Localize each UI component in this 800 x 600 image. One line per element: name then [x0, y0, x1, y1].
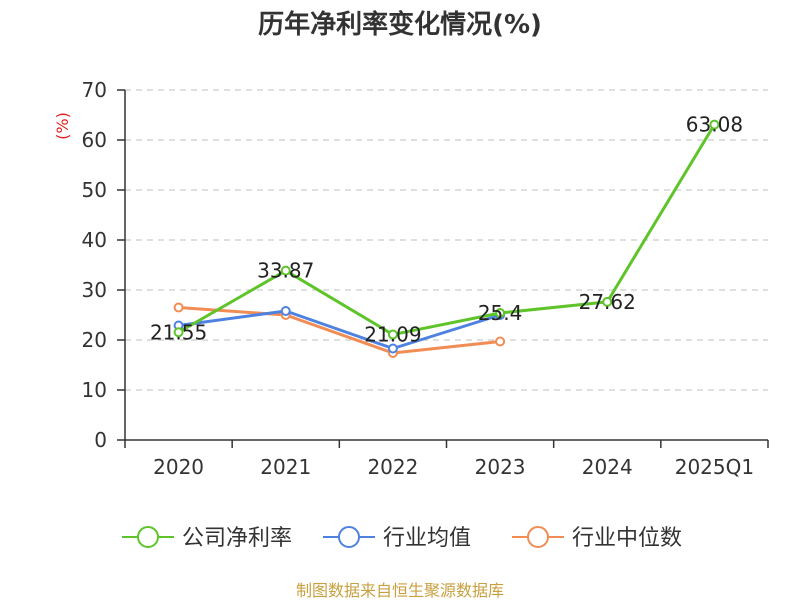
data-point [495, 336, 506, 347]
data-point [280, 265, 291, 276]
legend-label: 行业中位数 [572, 526, 682, 551]
data-point [495, 308, 506, 318]
chart-title: 历年净利率变化情况(%) [258, 9, 542, 40]
y-tick-label: 10 [82, 378, 107, 402]
y-tick-label: 30 [82, 278, 107, 302]
x-tick-label: 2024 [582, 455, 633, 479]
y-axis-label: (%) [53, 112, 72, 140]
data-point [387, 329, 398, 340]
gridlines [125, 89, 768, 391]
y-tick-label: 50 [82, 178, 107, 202]
data-label: 63.08 [686, 113, 743, 137]
legend-label: 公司净利率 [182, 526, 292, 551]
x-tick-label: 2023 [475, 455, 526, 479]
y-tick-label: 40 [82, 228, 107, 252]
legend-marker [137, 526, 159, 548]
data-label: 25.4 [478, 301, 523, 325]
data-labels: 21.55 33.87 21.09 25.4 27.62 63.08 [150, 113, 743, 347]
y-tick-label: 70 [82, 78, 107, 102]
source-note: 制图数据来自恒生聚源数据库 [296, 581, 504, 600]
x-tick-label: 2025Q1 [675, 455, 754, 479]
series-line [178, 306, 501, 355]
legend-marker [338, 526, 360, 548]
series-line [178, 309, 501, 350]
data-point [173, 327, 184, 338]
y-tick-label: 0 [94, 428, 107, 452]
y-tick-label: 20 [82, 328, 107, 352]
series-layer [173, 119, 720, 358]
data-point [173, 302, 184, 313]
data-label: 21.55 [150, 320, 207, 344]
legend-label: 行业均值 [383, 526, 471, 551]
legend-marker [527, 526, 549, 548]
y-tick-label: 60 [82, 128, 107, 152]
x-tick-label: 2022 [367, 455, 418, 479]
data-label: 27.62 [579, 290, 636, 314]
x-tick-label: 2020 [153, 455, 204, 479]
data-point [280, 306, 291, 316]
axes: 0 10 20 30 40 50 60 70 2020 2021 2022 2023 2024 2025Q… [82, 78, 769, 479]
data-point [709, 119, 720, 130]
data-point [387, 343, 398, 354]
legend: 公司净利率 行业均值 行业中位数 [122, 526, 682, 551]
data-point [602, 296, 613, 307]
data-label: 33.87 [257, 259, 314, 283]
data-label: 21.09 [364, 323, 421, 347]
series-line [177, 123, 716, 337]
x-tick-label: 2021 [260, 455, 311, 479]
